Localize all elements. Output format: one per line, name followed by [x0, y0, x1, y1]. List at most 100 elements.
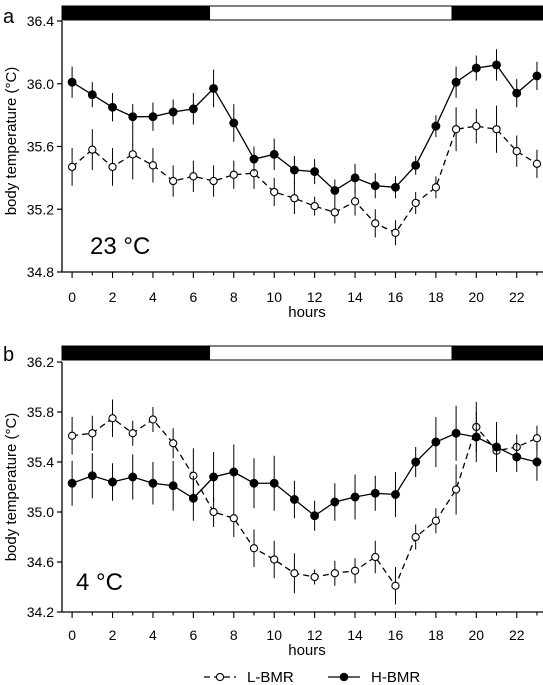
panel-b-l-bmr-point	[532, 434, 542, 443]
panel-a-x-tick-label: 22	[509, 289, 525, 305]
legend-l-bmr-marker	[215, 672, 225, 682]
panel-a-y-tick-label: 36.0	[27, 76, 54, 92]
panel-a-h-bmr-point	[229, 118, 239, 128]
panel-b-h-bmr-point	[188, 493, 198, 503]
panel-a-l-bmr-point	[532, 159, 542, 168]
panel-b-l-bmr-point	[350, 566, 360, 575]
panel-b-l-bmr-point	[431, 516, 441, 525]
panel-b-x-tick-label: 4	[149, 627, 157, 643]
panel-a-l-bmr-point	[270, 187, 279, 197]
panel-a-h-bmr-point	[108, 102, 117, 112]
legend-h-bmr-label: H-BMR	[371, 669, 420, 685]
panel-a-l-bmr-series	[67, 105, 542, 246]
panel-b-h-bmr-point	[249, 478, 259, 488]
panel-b-y-axis-title: body temperature (°C)	[3, 413, 20, 562]
panel-b-y-tick-label: 35.4	[27, 454, 54, 470]
panel-b-l-bmr-point	[209, 507, 218, 517]
panel-a-l-bmr-point	[169, 176, 178, 186]
panel-a-y-tick-label: 35.6	[27, 139, 54, 155]
panel-a-x-tick-label: 14	[347, 289, 363, 305]
panel-a-y-tick-label: 35.2	[27, 201, 54, 217]
panel-b-y-tick-label: 36.2	[27, 354, 54, 370]
panel-b-h-bmr-point	[532, 457, 542, 467]
panel-b-y-tick-label: 34.2	[27, 604, 54, 620]
panel-a-l-bmr-point	[350, 197, 360, 206]
panel-a-x-tick-label: 16	[388, 289, 404, 305]
panel-a-h-bmr-line	[71, 64, 538, 192]
panel-a-h-bmr-point	[209, 84, 219, 93]
panel-b-y-tick-label: 35.0	[27, 504, 54, 520]
panel-a-h-bmr-point	[370, 181, 380, 191]
panel-b-h-bmr-point	[128, 472, 138, 482]
panel-a-l-bmr-point	[290, 194, 299, 203]
panel-b-letter: b	[3, 344, 14, 366]
panel-b-h-bmr-point	[67, 478, 77, 488]
panel-a-x-tick-label: 10	[266, 289, 282, 305]
panel-b-l-bmr-point	[229, 514, 238, 523]
panel-b-h-bmr-point	[148, 478, 158, 488]
panel-a-l-bmr-point	[108, 162, 117, 172]
panel-b-h-bmr-point	[209, 472, 219, 482]
panel-a-h-bmr-point	[249, 154, 259, 164]
panel-a-h-bmr-series	[67, 49, 542, 202]
panel-a-photoperiod-dark-segment-0	[61, 5, 211, 21]
panel-a-h-bmr-point	[310, 167, 320, 177]
panel-b-x-axis-title: hours	[288, 642, 326, 659]
panel-a-l-bmr-point	[512, 147, 521, 156]
panel-a-l-bmr-point	[88, 145, 97, 154]
panel-a: a 23 °C hours body temperature (°C) 34.8…	[3, 5, 543, 321]
panel-a-h-bmr-point	[391, 182, 400, 192]
panel-b-l-bmr-point	[270, 555, 279, 564]
panel-a-l-bmr-point	[189, 172, 198, 181]
panel-b-l-bmr-point	[391, 581, 400, 590]
panel-a-l-bmr-point	[391, 228, 400, 237]
panel-b-l-bmr-point	[411, 532, 420, 542]
panel-b-x-tick-label: 0	[68, 627, 76, 643]
panel-a-h-bmr-point	[471, 63, 481, 73]
panel-b-h-bmr-point	[108, 477, 117, 487]
panel-b-temperature-label: 4 °C	[76, 569, 123, 596]
panel-b-photoperiod-dark-segment-2	[451, 345, 543, 361]
panel-a-y-tick-label: 36.4	[27, 13, 54, 29]
panel-b-x-tick-label: 10	[266, 627, 282, 643]
panel-a-x-axis-title: hours	[288, 304, 326, 321]
panel-a-h-bmr-point	[128, 112, 138, 122]
panel-a-l-bmr-point	[209, 176, 218, 186]
panel-b-h-bmr-point	[330, 497, 340, 507]
panel-a-x-tick-label: 6	[189, 289, 197, 305]
panel-a-l-bmr-point	[128, 150, 137, 159]
panel-a-l-bmr-point	[67, 162, 77, 172]
panel-b-l-bmr-point	[451, 485, 461, 494]
panel-b-l-bmr-point	[290, 569, 299, 578]
panel-a-h-bmr-point	[67, 77, 77, 87]
panel-a-x-tick-label: 18	[428, 289, 444, 305]
panel-a-x-tick-label: 20	[469, 289, 485, 305]
panel-b-x-tick-label: 12	[307, 627, 323, 643]
panel-b-h-bmr-point	[370, 488, 380, 498]
panel-a-h-bmr-point	[350, 173, 360, 183]
panel-b-h-bmr-point	[310, 511, 320, 521]
panel-a-h-bmr-point	[289, 165, 299, 175]
panel-b-l-bmr-point	[67, 431, 77, 440]
panel-b-x-tick-label: 6	[189, 627, 197, 643]
panel-a-l-bmr-point	[229, 170, 238, 179]
panel-b-h-bmr-point	[512, 452, 522, 462]
panel-b-l-bmr-point	[88, 429, 97, 438]
panel-a-l-bmr-point	[148, 161, 158, 170]
panel-b-x-tick-label: 2	[109, 627, 117, 643]
panel-b-h-bmr-point	[168, 481, 178, 491]
panel-b-h-bmr-point	[229, 467, 239, 477]
panel-b-x-tick-label: 20	[469, 627, 485, 643]
panel-a-y-axis-title: body temperature (°C)	[3, 67, 20, 216]
panel-a-l-bmr-point	[431, 183, 441, 192]
panel-b-h-bmr-point	[391, 490, 400, 499]
panel-a-x-tick-label: 4	[149, 289, 157, 305]
panel-a-x-tick-label: 12	[307, 289, 323, 305]
legend-l-bmr-label: L-BMR	[247, 669, 294, 685]
panel-b-h-bmr-series	[67, 405, 542, 531]
panel-b-l-bmr-point	[169, 439, 178, 448]
panel-a-l-bmr-line	[71, 125, 538, 234]
panel-a-h-bmr-point	[492, 60, 501, 70]
panel-a-h-bmr-point	[532, 71, 542, 81]
panel-a-l-bmr-point	[330, 208, 339, 217]
